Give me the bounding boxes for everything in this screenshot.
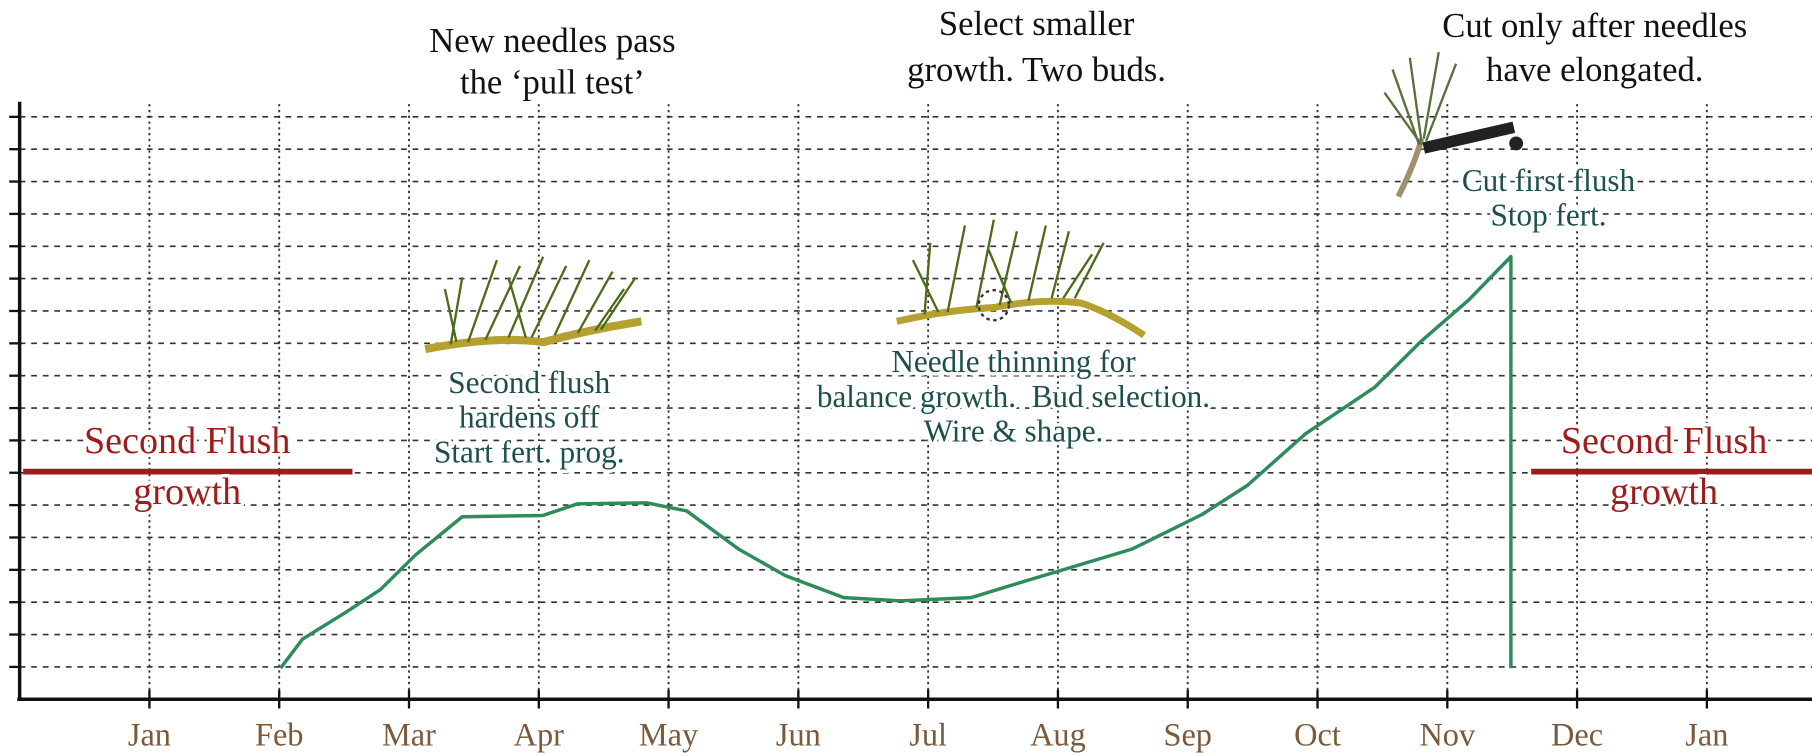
annotation: Needle thinning for [891, 344, 1136, 379]
annotation: Start fert. prog. [434, 434, 625, 469]
x-tick-label: Sep [1163, 716, 1212, 752]
annotation: New needles pass [429, 22, 675, 60]
annotation: balance growth. Bud selection. [817, 379, 1210, 414]
x-tick-label: Apr [514, 716, 565, 752]
annotation: Select smaller [939, 5, 1135, 43]
annotation: Cut first flush [1462, 163, 1636, 198]
annotation: Second Flush [1561, 420, 1768, 462]
annotation: growth. Two buds. [907, 51, 1166, 89]
annotation: Second Flush [84, 420, 291, 462]
pine-branch-2 [897, 220, 1144, 336]
annotation: Stop fert. [1490, 197, 1606, 232]
x-tick-label: Nov [1419, 716, 1476, 752]
x-tick-label: Dec [1551, 716, 1603, 752]
annotation: Second flush [448, 365, 610, 400]
annotation: have elongated. [1486, 51, 1703, 89]
x-tick-label: Aug [1030, 716, 1086, 752]
chart: Jan Feb Mar Apr May Jun Jul Aug Sep Oct Nov Dec Jan N… [0, 0, 1812, 756]
x-tick-label: Jan [128, 716, 171, 752]
annotation: growth [133, 471, 241, 513]
x-tick-label: Jul [909, 716, 947, 752]
annotation: hardens off [459, 400, 600, 435]
annotation: Cut only after needles [1442, 7, 1747, 45]
x-tick-label: May [639, 716, 699, 752]
annotation: the ‘pull test’ [460, 64, 645, 102]
annotation: growth [1610, 471, 1718, 513]
x-tick-label: Mar [382, 716, 436, 752]
x-tick-label: Jun [776, 716, 821, 752]
pine-branch-1 [425, 257, 641, 349]
x-tick-label: Jan [1685, 716, 1728, 752]
annotation: Wire & shape. [924, 414, 1104, 449]
x-tick-label: Feb [255, 716, 304, 752]
x-tick-label: Oct [1294, 716, 1341, 752]
